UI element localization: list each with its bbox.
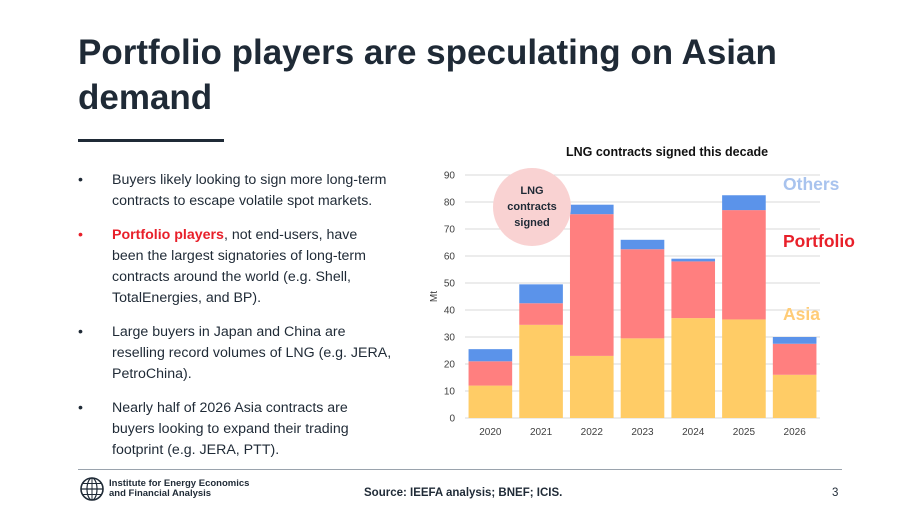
chart-title: LNG contracts signed this decade: [566, 145, 769, 159]
bar-segment-portfolio: [569, 214, 614, 356]
x-tick-label: 2026: [784, 427, 807, 438]
bullet-highlight: Portfolio players: [112, 227, 224, 243]
y-tick-label: 20: [444, 360, 456, 371]
y-tick-label: 70: [444, 225, 456, 236]
y-tick-label: 30: [444, 333, 456, 344]
annotation-bubble: [493, 168, 571, 246]
y-tick-label: 80: [444, 198, 456, 209]
bullet-item: • Portfolio players, not end-users, have…: [74, 225, 392, 309]
bullet-item: • Large buyers in Japan and China are re…: [74, 322, 392, 385]
logo-line-2: and Financial Analysis: [109, 488, 212, 499]
bar-segment-asia: [772, 374, 817, 418]
legend-label-portfolio: Portfolio: [783, 231, 855, 251]
bar-segment-others: [772, 337, 817, 344]
y-tick-label: 40: [444, 306, 456, 317]
bar-segment-others: [671, 258, 716, 262]
bar-segment-portfolio: [620, 249, 665, 339]
bullet-text: Large buyers in Japan and China are rese…: [112, 324, 392, 382]
bullet-marker: •: [78, 227, 83, 243]
footer-divider: [78, 469, 842, 470]
bar-segment-portfolio: [468, 361, 513, 386]
logo-line-1: Institute for Energy Economics: [109, 477, 250, 489]
bar-segment-others: [468, 349, 513, 362]
bar-segment-asia: [519, 324, 563, 418]
x-tick-label: 2025: [733, 427, 756, 438]
bullet-marker: •: [78, 172, 83, 188]
bullet-marker: •: [78, 324, 83, 340]
source-note: Source: IEEFA analysis; BNEF; ICIS.: [364, 487, 563, 499]
bar-segment-portfolio: [671, 261, 716, 319]
title-underline: [78, 139, 224, 142]
bar-segment-asia: [620, 338, 665, 418]
ieefa-logo: Institute for Energy Economics and Finan…: [80, 477, 249, 501]
bar-segment-others: [722, 195, 766, 211]
bar-segment-asia: [569, 355, 614, 418]
globe-icon: [80, 477, 104, 501]
y-tick-label: 50: [444, 279, 456, 290]
x-tick-label: 2023: [631, 427, 654, 438]
y-tick-label: 10: [444, 387, 456, 398]
annotation-text: LNG contracts signed: [507, 185, 557, 229]
bullet-item: • Nearly half of 2026 Asia contracts are…: [74, 398, 392, 461]
bar-segment-others: [620, 239, 665, 250]
bullet-text: , not end-users, have been the largest s…: [112, 227, 366, 306]
bar-segment-others: [569, 204, 614, 215]
x-tick-label: 2020: [479, 427, 502, 438]
stacked-bar-chart: 0 10 20 30 40 50 60 70 80 90 Mt 2020 2021 2022 2023 202…: [429, 168, 855, 438]
bar-segment-portfolio: [722, 210, 766, 320]
bullet-item: • Buyers likely looking to sign more lon…: [74, 170, 392, 212]
x-tick-label: 2022: [581, 427, 604, 438]
bar-segment-portfolio: [772, 343, 817, 375]
bullet-marker: •: [78, 400, 83, 416]
bar-segment-portfolio: [519, 303, 563, 325]
x-tick-label: 2024: [682, 427, 705, 438]
page-number: 3: [832, 487, 839, 499]
legend-label-others: Others: [783, 174, 840, 194]
legend-label-asia: Asia: [783, 304, 820, 324]
bar-segment-asia: [671, 318, 716, 418]
bullet-text: Buyers likely looking to sign more long-…: [112, 172, 387, 209]
y-axis-label: Mt: [429, 291, 440, 302]
bar-segment-asia: [722, 319, 766, 418]
x-tick-label: 2021: [530, 427, 553, 438]
bar-segment-asia: [468, 385, 513, 418]
slide-title: Portfolio players are speculating on Asi…: [78, 33, 777, 117]
y-tick-label: 60: [444, 252, 456, 263]
y-tick-label: 90: [444, 171, 456, 182]
y-tick-label: 0: [449, 414, 455, 425]
bullet-list: • Buyers likely looking to sign more lon…: [74, 170, 392, 474]
bar-segment-others: [519, 284, 563, 304]
bullet-text: Nearly half of 2026 Asia contracts are b…: [112, 400, 349, 458]
